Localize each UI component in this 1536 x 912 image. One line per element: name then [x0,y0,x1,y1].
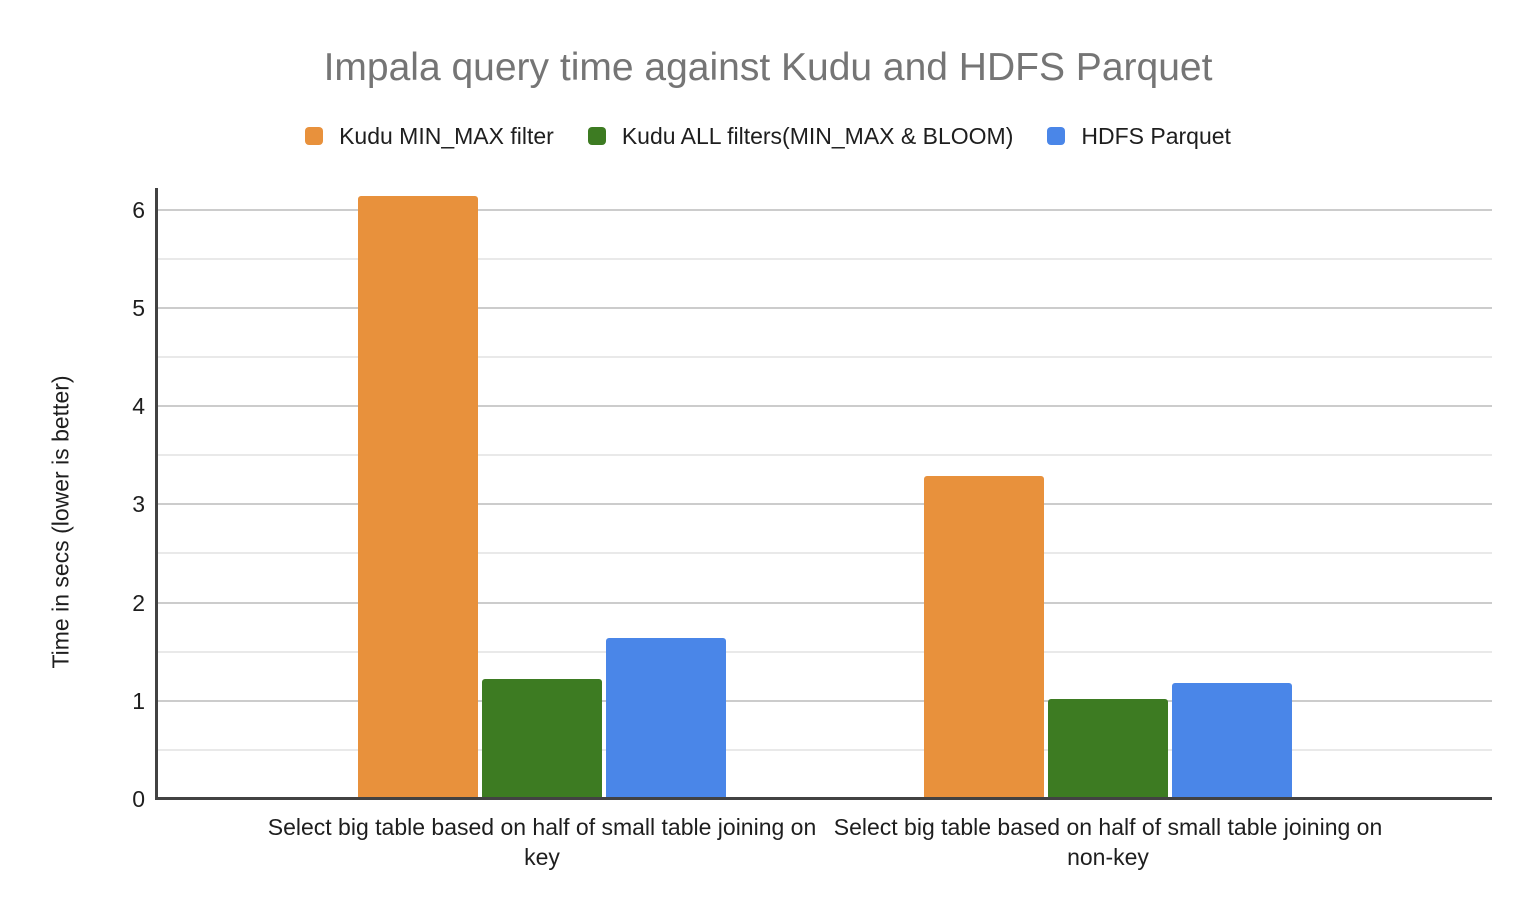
legend-swatch-icon [305,127,324,145]
y-gridline-minor [157,650,1492,653]
bar-kudu-all-filters-min-max-bloom-cat1 [482,679,602,799]
legend-swatch-icon [587,127,606,145]
bar-kudu-all-filters-min-max-bloom-cat2 [1048,698,1168,799]
y-tick-label: 2 [132,589,145,616]
y-gridline-minor [157,552,1492,555]
y-tick-label: 6 [132,196,145,223]
legend-label: Kudu ALL filters(MIN_MAX & BLOOM) [621,122,1014,149]
y-axis-line [155,188,158,799]
y-gridline-minor [157,257,1492,260]
y-tick-label: 3 [132,491,145,518]
legend: Kudu MIN_MAX filter Kudu ALL filters(MIN_… [0,118,1536,154]
legend-item-kudu-all-filters-min-max-bloom: Kudu ALL filters(MIN_MAX & BLOOM) [587,122,1014,150]
bar-kudu-min-max-filter-cat1 [358,195,478,799]
legend-item-hdfs-parquet: HDFS Parquet [1047,123,1231,150]
y-gridline-minor [157,454,1492,457]
x-axis-line [155,797,1492,800]
bar-kudu-min-max-filter-cat2 [924,475,1044,799]
legend-item-kudu-min-max-filter: Kudu MIN_MAX filter [305,123,554,150]
x-category-label: Select big table based on half of small … [833,814,1383,870]
y-tick-label: 1 [132,687,145,714]
y-tick-label: 5 [132,294,145,321]
y-tick-label: 0 [132,786,145,812]
y-gridline-major [157,208,1492,211]
x-category-label: Select big table based on half of small … [267,814,817,870]
y-gridline-major [157,601,1492,604]
legend-label: HDFS Parquet [1081,122,1231,149]
y-tick-label: 4 [132,393,145,420]
y-gridline-major [157,503,1492,506]
y-gridline-major [157,699,1492,702]
legend-label: Kudu MIN_MAX filter [339,122,554,149]
y-axis-title: Time in secs (lower is better) [47,375,74,669]
y-gridline-minor [157,355,1492,358]
legend-swatch-icon [1047,127,1066,145]
y-gridline-minor [157,748,1492,751]
chart-title: Impala query time against Kudu and HDFS … [323,46,1213,89]
bar-hdfs-parquet-cat2 [1172,683,1292,799]
bar-hdfs-parquet-cat1 [606,637,726,799]
plot-area [155,188,1492,800]
y-gridline-major [157,405,1492,408]
y-gridline-major [157,306,1492,309]
